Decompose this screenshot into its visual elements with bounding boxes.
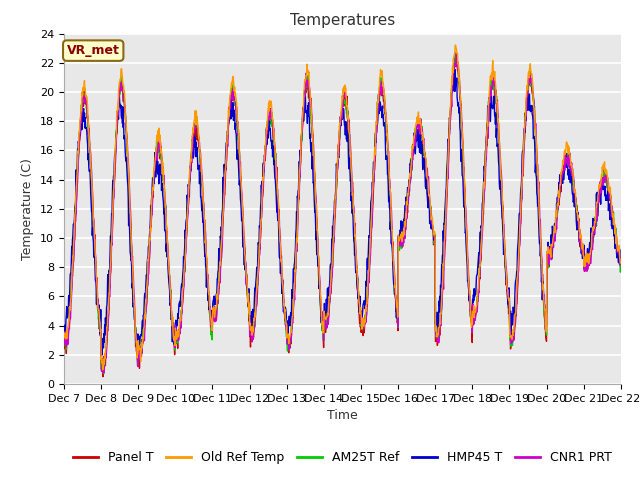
Title: Temperatures: Temperatures: [290, 13, 395, 28]
X-axis label: Time: Time: [327, 409, 358, 422]
Text: VR_met: VR_met: [67, 44, 120, 57]
Y-axis label: Temperature (C): Temperature (C): [22, 158, 35, 260]
Legend: Panel T, Old Ref Temp, AM25T Ref, HMP45 T, CNR1 PRT: Panel T, Old Ref Temp, AM25T Ref, HMP45 …: [68, 446, 616, 469]
